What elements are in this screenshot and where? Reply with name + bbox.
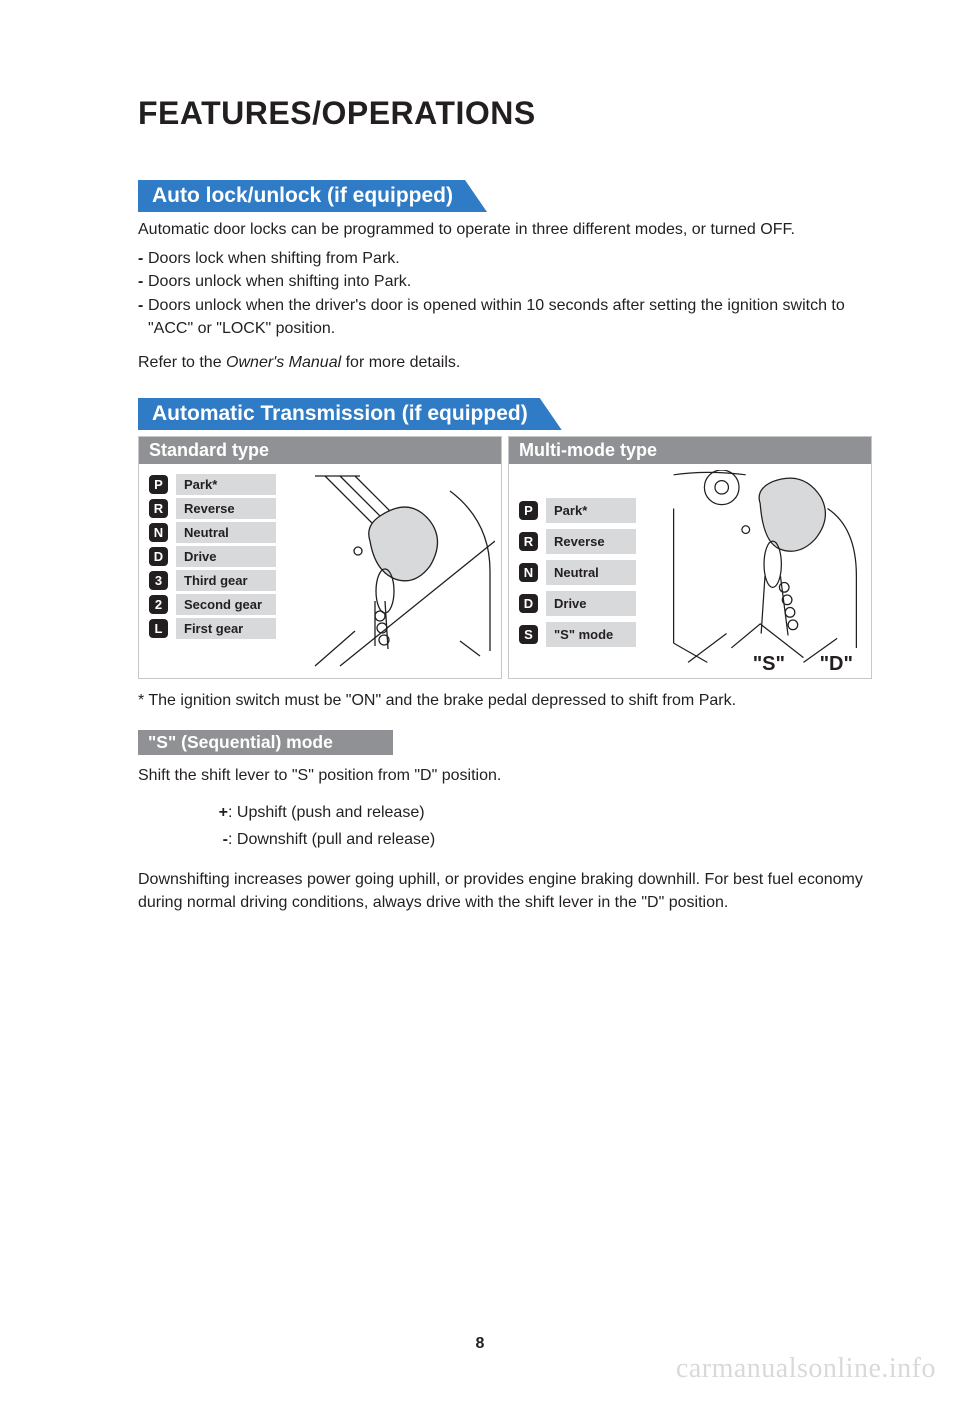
- section-transmission: Automatic Transmission (if equipped) Sta…: [138, 398, 872, 712]
- dash-icon: -: [138, 247, 148, 270]
- gear-row-md: D Drive: [519, 591, 861, 616]
- autolock-line-3-text: Doors unlock when the driver's door is o…: [148, 294, 872, 340]
- refer-em: Owner's Manual: [226, 354, 341, 371]
- plus-icon: +: [210, 799, 228, 826]
- refer-text: Refer to the Owner's Manual for more det…: [138, 354, 872, 372]
- downshift-line: -: Downshift (pull and release): [210, 826, 872, 853]
- gear-row-ms: S "S" mode: [519, 622, 861, 647]
- gear-label-n: Neutral: [176, 522, 276, 543]
- gear-icon-r: R: [149, 499, 168, 518]
- gear-label-mp: Park*: [546, 498, 636, 523]
- panel-multimode-body: P Park* R Reverse N Neutral D Drive S "S" mod…: [509, 464, 871, 678]
- gear-row-3: 3 Third gear: [149, 570, 491, 591]
- autolock-line-1-text: Doors lock when shifting from Park.: [148, 247, 400, 270]
- gear-icon-ms: S: [519, 625, 538, 644]
- section-auto-lock: Auto lock/unlock (if equipped) Automatic…: [138, 180, 872, 372]
- autolock-line-2: -Doors unlock when shifting into Park.: [138, 270, 872, 293]
- d-label: "D": [820, 653, 853, 676]
- section-sequential: "S" (Sequential) mode Shift the shift le…: [138, 712, 872, 914]
- gear-row-mr: R Reverse: [519, 529, 861, 554]
- gear-label-ms: "S" mode: [546, 622, 636, 647]
- gear-row-d: D Drive: [149, 546, 491, 567]
- gear-row-2: 2 Second gear: [149, 594, 491, 615]
- upshift-line: +: Upshift (push and release): [210, 799, 872, 826]
- upshift-text: : Upshift (push and release): [228, 804, 425, 821]
- gear-icon-md: D: [519, 594, 538, 613]
- downshift-text: : Downshift (pull and release): [228, 831, 435, 848]
- transmission-footnote: * The ignition switch must be "ON" and t…: [138, 689, 872, 712]
- gear-icon-l: L: [149, 619, 168, 638]
- gear-row-mn: N Neutral: [519, 560, 861, 585]
- section-header-transmission: Automatic Transmission (if equipped): [138, 398, 562, 430]
- minus-icon: -: [210, 826, 228, 853]
- gear-label-md: Drive: [546, 591, 636, 616]
- autolock-line-2-text: Doors unlock when shifting into Park.: [148, 270, 411, 293]
- gear-icon-2: 2: [149, 595, 168, 614]
- gear-label-mn: Neutral: [546, 560, 636, 585]
- autolock-line-3: -Doors unlock when the driver's door is …: [138, 294, 872, 340]
- gear-label-mr: Reverse: [546, 529, 636, 554]
- gear-icon-d: D: [149, 547, 168, 566]
- standard-gear-list: P Park* R Reverse N Neutral D Drive 3 Third g…: [149, 474, 491, 639]
- autolock-line-1: -Doors lock when shifting from Park.: [138, 247, 872, 270]
- panel-standard-title: Standard type: [139, 437, 501, 464]
- section-header-autolock: Auto lock/unlock (if equipped): [138, 180, 487, 212]
- gear-label-3: Third gear: [176, 570, 276, 591]
- gear-icon-mn: N: [519, 563, 538, 582]
- gear-row-l: L First gear: [149, 618, 491, 639]
- panel-multimode: Multi-mode type P Park* R Reverse N Neutral…: [508, 436, 872, 679]
- s-label: "S": [753, 653, 785, 676]
- sequential-header: "S" (Sequential) mode: [138, 730, 393, 755]
- gear-row-r: R Reverse: [149, 498, 491, 519]
- refer-post: for more details.: [341, 354, 460, 371]
- sequential-p2: Downshifting increases power going uphil…: [138, 868, 872, 914]
- multimode-gear-list: P Park* R Reverse N Neutral D Drive S "S" mod…: [519, 498, 861, 647]
- refer-pre: Refer to the: [138, 354, 226, 371]
- gear-label-d: Drive: [176, 546, 276, 567]
- gear-label-l: First gear: [176, 618, 276, 639]
- panel-standard: Standard type P Park* R Reverse N Neutral D…: [138, 436, 502, 679]
- page-container: FEATURES/OPERATIONS Auto lock/unlock (if…: [0, 0, 960, 970]
- gear-icon-p: P: [149, 475, 168, 494]
- gear-label-2: Second gear: [176, 594, 276, 615]
- panel-standard-body: P Park* R Reverse N Neutral D Drive 3 Third g…: [139, 464, 501, 678]
- dash-icon: -: [138, 270, 148, 293]
- gear-icon-n: N: [149, 523, 168, 542]
- panel-multimode-title: Multi-mode type: [509, 437, 871, 464]
- sequential-p1: Shift the shift lever to "S" position fr…: [138, 767, 872, 785]
- dash-icon: -: [138, 294, 148, 340]
- gear-row-n: N Neutral: [149, 522, 491, 543]
- autolock-intro: Automatic door locks can be programmed t…: [138, 218, 872, 241]
- shift-list: +: Upshift (push and release) -: Downshi…: [210, 799, 872, 853]
- gear-label-r: Reverse: [176, 498, 276, 519]
- watermark: carmanualsonline.info: [676, 1353, 936, 1385]
- gear-icon-3: 3: [149, 571, 168, 590]
- gear-label-p: Park*: [176, 474, 276, 495]
- gear-row-mp: P Park*: [519, 498, 861, 523]
- page-title: FEATURES/OPERATIONS: [138, 95, 872, 132]
- page-number: 8: [476, 1335, 485, 1353]
- gear-row-p: P Park*: [149, 474, 491, 495]
- gear-icon-mr: R: [519, 532, 538, 551]
- gear-icon-mp: P: [519, 501, 538, 520]
- transmission-panels: Standard type P Park* R Reverse N Neutral D…: [138, 436, 872, 679]
